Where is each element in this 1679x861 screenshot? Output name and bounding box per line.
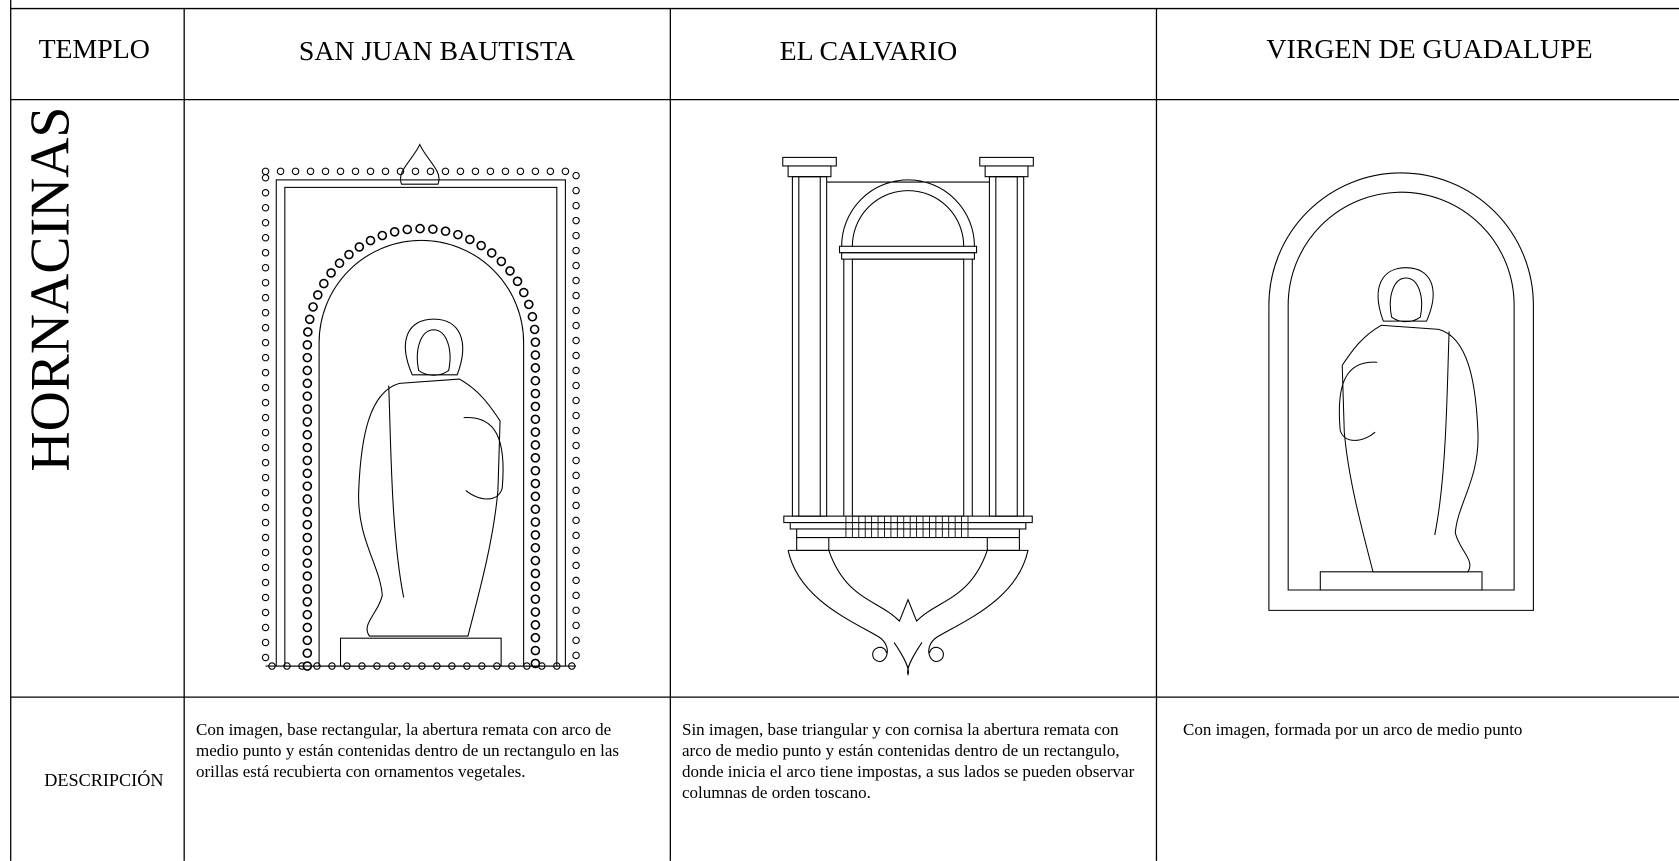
niche-drawing	[1268, 172, 1534, 611]
column-header: EL CALVARIO	[780, 36, 958, 67]
row-label: HORNACINAS	[19, 107, 81, 472]
column-header: VIRGEN DE GUADALUPE	[1266, 34, 1592, 65]
description: Con imagen, base rectangular, la abertur…	[196, 720, 619, 781]
description: Con imagen, formada por un arco de medio…	[1183, 720, 1523, 739]
description: Sin imagen, base triangular y con cornis…	[682, 720, 1135, 802]
niche-drawing	[782, 156, 1034, 677]
column-header: SAN JUAN BAUTISTA	[299, 36, 575, 67]
row-label: DESCRIPCIÓN	[44, 769, 163, 790]
table-grid	[10, 0, 1679, 861]
niche-drawing	[261, 143, 580, 671]
header-label: TEMPLO	[39, 34, 150, 65]
